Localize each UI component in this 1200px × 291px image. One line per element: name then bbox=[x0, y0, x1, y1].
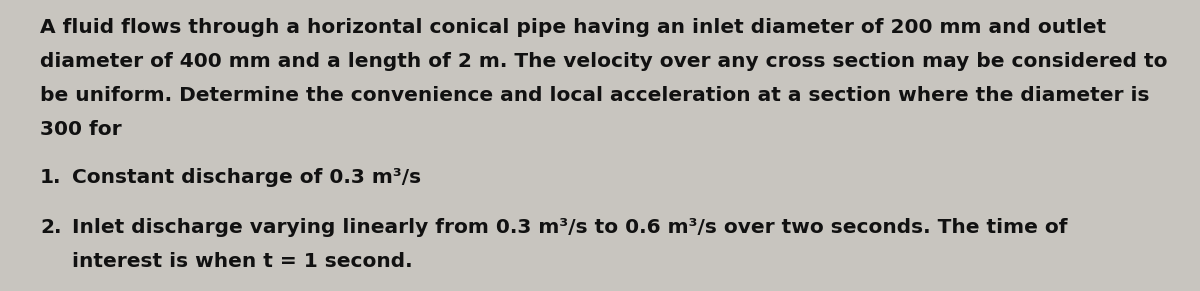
Text: diameter of 400 mm and a length of 2 m. The velocity over any cross section may : diameter of 400 mm and a length of 2 m. … bbox=[40, 52, 1168, 71]
Text: Inlet discharge varying linearly from 0.3 m³/s to 0.6 m³/s over two seconds. The: Inlet discharge varying linearly from 0.… bbox=[72, 218, 1068, 237]
Text: Constant discharge of 0.3 m³/s: Constant discharge of 0.3 m³/s bbox=[72, 168, 421, 187]
Text: 2.: 2. bbox=[40, 218, 61, 237]
Text: interest is when t = 1 second.: interest is when t = 1 second. bbox=[72, 252, 413, 271]
Text: A fluid flows through a horizontal conical pipe having an inlet diameter of 200 : A fluid flows through a horizontal conic… bbox=[40, 18, 1106, 37]
Text: 1.: 1. bbox=[40, 168, 61, 187]
Text: 300 for: 300 for bbox=[40, 120, 121, 139]
Text: be uniform. Determine the convenience and local acceleration at a section where : be uniform. Determine the convenience an… bbox=[40, 86, 1150, 105]
